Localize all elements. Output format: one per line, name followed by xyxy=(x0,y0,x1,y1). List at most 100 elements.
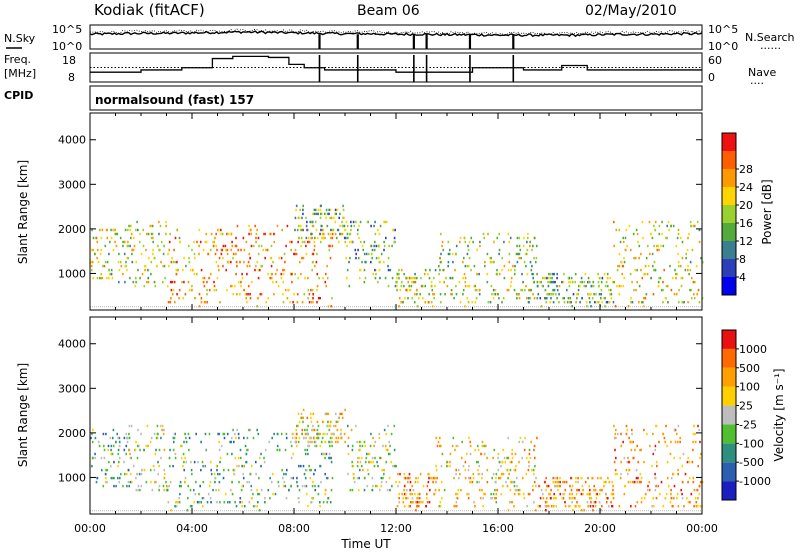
data-cell xyxy=(691,248,694,252)
data-cell xyxy=(547,276,550,280)
data-cell xyxy=(189,268,192,272)
data-cell xyxy=(658,232,661,236)
colorbar-segment xyxy=(722,241,736,259)
data-cell xyxy=(222,264,224,268)
data-cell xyxy=(346,236,349,240)
data-cell xyxy=(510,460,513,464)
data-cell xyxy=(496,272,499,276)
data-cell xyxy=(151,232,154,236)
data-cell xyxy=(140,484,143,488)
data-cell xyxy=(468,476,470,480)
data-cell xyxy=(109,240,111,244)
data-cell xyxy=(256,228,258,232)
data-cell xyxy=(498,476,500,480)
data-cell xyxy=(368,452,371,456)
data-cell xyxy=(106,468,109,472)
data-cell xyxy=(697,497,699,500)
data-cell xyxy=(283,472,285,476)
data-cell xyxy=(553,492,555,496)
data-cell xyxy=(154,256,156,260)
data-cell xyxy=(627,456,629,460)
data-cell xyxy=(693,293,695,296)
data-cell xyxy=(531,484,534,488)
data-cell xyxy=(687,264,689,268)
data-cell xyxy=(136,444,139,448)
data-cell xyxy=(103,264,106,268)
colorbar-tick-label: 8 xyxy=(739,253,746,266)
data-cell xyxy=(244,293,247,296)
data-cell xyxy=(544,297,546,300)
data-cell xyxy=(580,276,583,280)
data-cell xyxy=(117,452,120,456)
data-cell xyxy=(436,444,439,448)
data-cell xyxy=(297,224,300,228)
data-cell xyxy=(320,228,322,232)
data-cell xyxy=(521,272,523,276)
data-cell xyxy=(358,456,360,460)
data-cell xyxy=(695,501,698,504)
data-cell xyxy=(503,264,506,268)
data-cell xyxy=(388,476,391,480)
data-cell xyxy=(559,484,561,488)
data-cell xyxy=(227,468,230,472)
data-cell xyxy=(651,505,653,508)
data-cell xyxy=(326,424,329,428)
data-cell xyxy=(409,476,411,480)
data-cell xyxy=(480,452,482,456)
data-cell xyxy=(377,244,379,248)
data-cell xyxy=(440,232,442,236)
data-cell xyxy=(168,484,171,488)
data-cell xyxy=(669,452,672,456)
data-cell xyxy=(554,497,556,500)
data-cell xyxy=(689,260,692,264)
data-cell xyxy=(544,501,547,504)
data-cell xyxy=(96,248,99,252)
data-cell xyxy=(632,480,634,484)
data-cell xyxy=(239,497,242,500)
data-cell xyxy=(451,252,454,256)
data-cell xyxy=(661,232,663,236)
data-cell xyxy=(581,280,583,284)
nsearch-label: N.Search xyxy=(745,31,795,44)
data-cell xyxy=(679,456,681,460)
colorbar-tick-label: -500 xyxy=(739,456,764,469)
data-cell xyxy=(344,228,347,232)
data-cell xyxy=(233,468,236,472)
data-cell xyxy=(616,472,619,476)
data-cell xyxy=(222,432,225,436)
data-cell xyxy=(654,448,656,452)
data-cell xyxy=(559,492,562,496)
data-cell xyxy=(529,244,531,248)
data-cell xyxy=(518,244,521,248)
data-cell xyxy=(362,468,364,472)
data-cell xyxy=(282,476,284,480)
data-cell xyxy=(325,216,327,220)
data-cell xyxy=(312,440,314,444)
data-cell xyxy=(260,264,263,268)
data-cell xyxy=(134,276,137,280)
data-cell xyxy=(104,480,107,484)
data-cell xyxy=(332,424,335,428)
data-cell xyxy=(456,492,459,496)
data-cell xyxy=(307,444,309,448)
data-cell xyxy=(407,476,410,480)
data-cell xyxy=(640,480,642,484)
data-cell xyxy=(612,497,615,500)
data-cell xyxy=(214,480,216,484)
data-cell xyxy=(662,432,664,436)
data-cell xyxy=(624,248,627,252)
data-cell xyxy=(208,276,210,280)
data-cell xyxy=(652,452,655,456)
data-cell xyxy=(94,452,96,456)
data-cell xyxy=(514,268,516,272)
data-cell xyxy=(606,284,609,288)
data-cell xyxy=(167,252,169,256)
data-cell xyxy=(248,264,251,268)
data-cell xyxy=(455,505,458,508)
data-cell xyxy=(270,244,273,248)
data-cell xyxy=(161,428,163,432)
data-cell xyxy=(370,432,372,436)
data-cell xyxy=(289,301,291,304)
data-cell xyxy=(398,497,400,500)
data-cell xyxy=(131,248,133,252)
